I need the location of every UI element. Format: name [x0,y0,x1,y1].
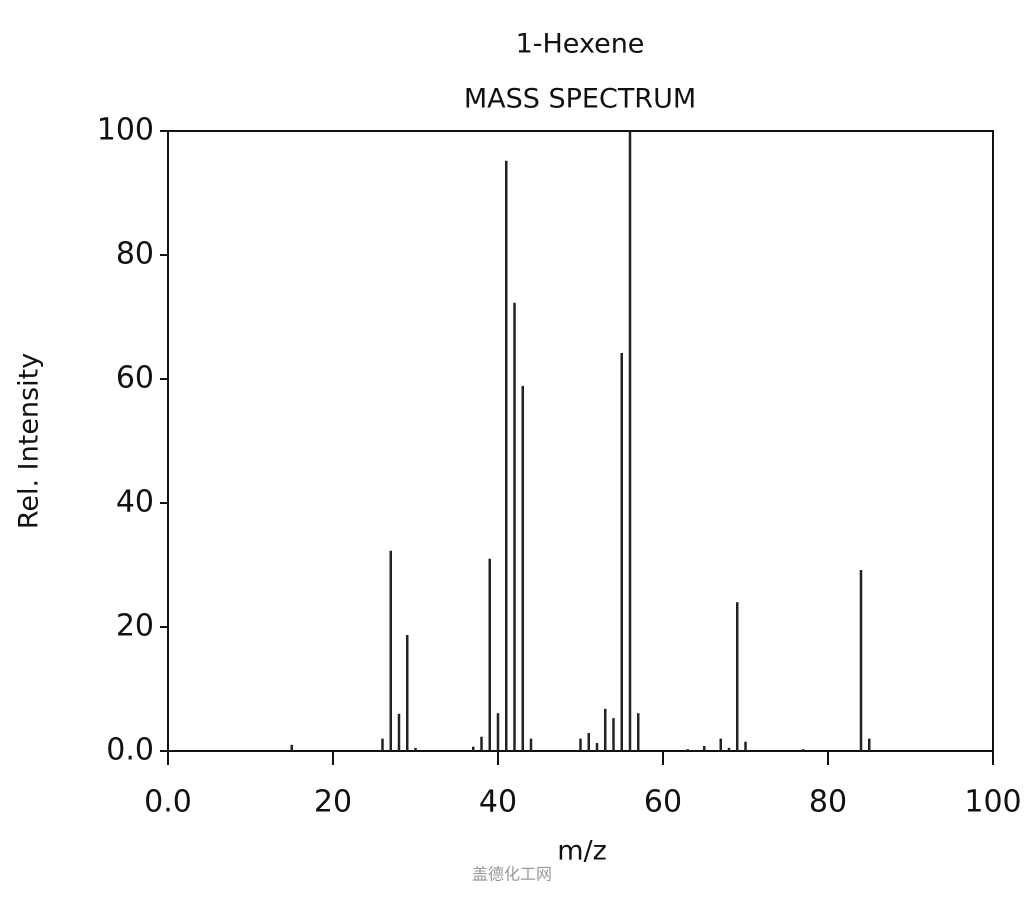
x-tick-label: 80 [809,785,847,820]
x-tick-label: 100 [964,785,1021,820]
y-tick-label: 80 [116,237,154,272]
x-axis-label: m/z [557,836,607,867]
y-tick-label: 20 [116,609,154,644]
chart-subtitle: MASS SPECTRUM [464,84,696,115]
chart-title: 1-Hexene [516,29,645,60]
y-tick-label: 40 [116,485,154,520]
x-tick-label: 0.0 [144,785,192,820]
x-tick-label: 60 [644,785,682,820]
plot-frame [167,130,994,752]
y-axis-label: Rel. Intensity [14,353,45,529]
y-tick-label: 0.0 [106,733,154,768]
y-tick-label: 60 [116,361,154,396]
y-tick-label: 100 [97,113,154,148]
watermark: 盖德化工网 [472,865,552,884]
x-tick-label: 40 [479,785,517,820]
x-tick-label: 20 [314,785,352,820]
